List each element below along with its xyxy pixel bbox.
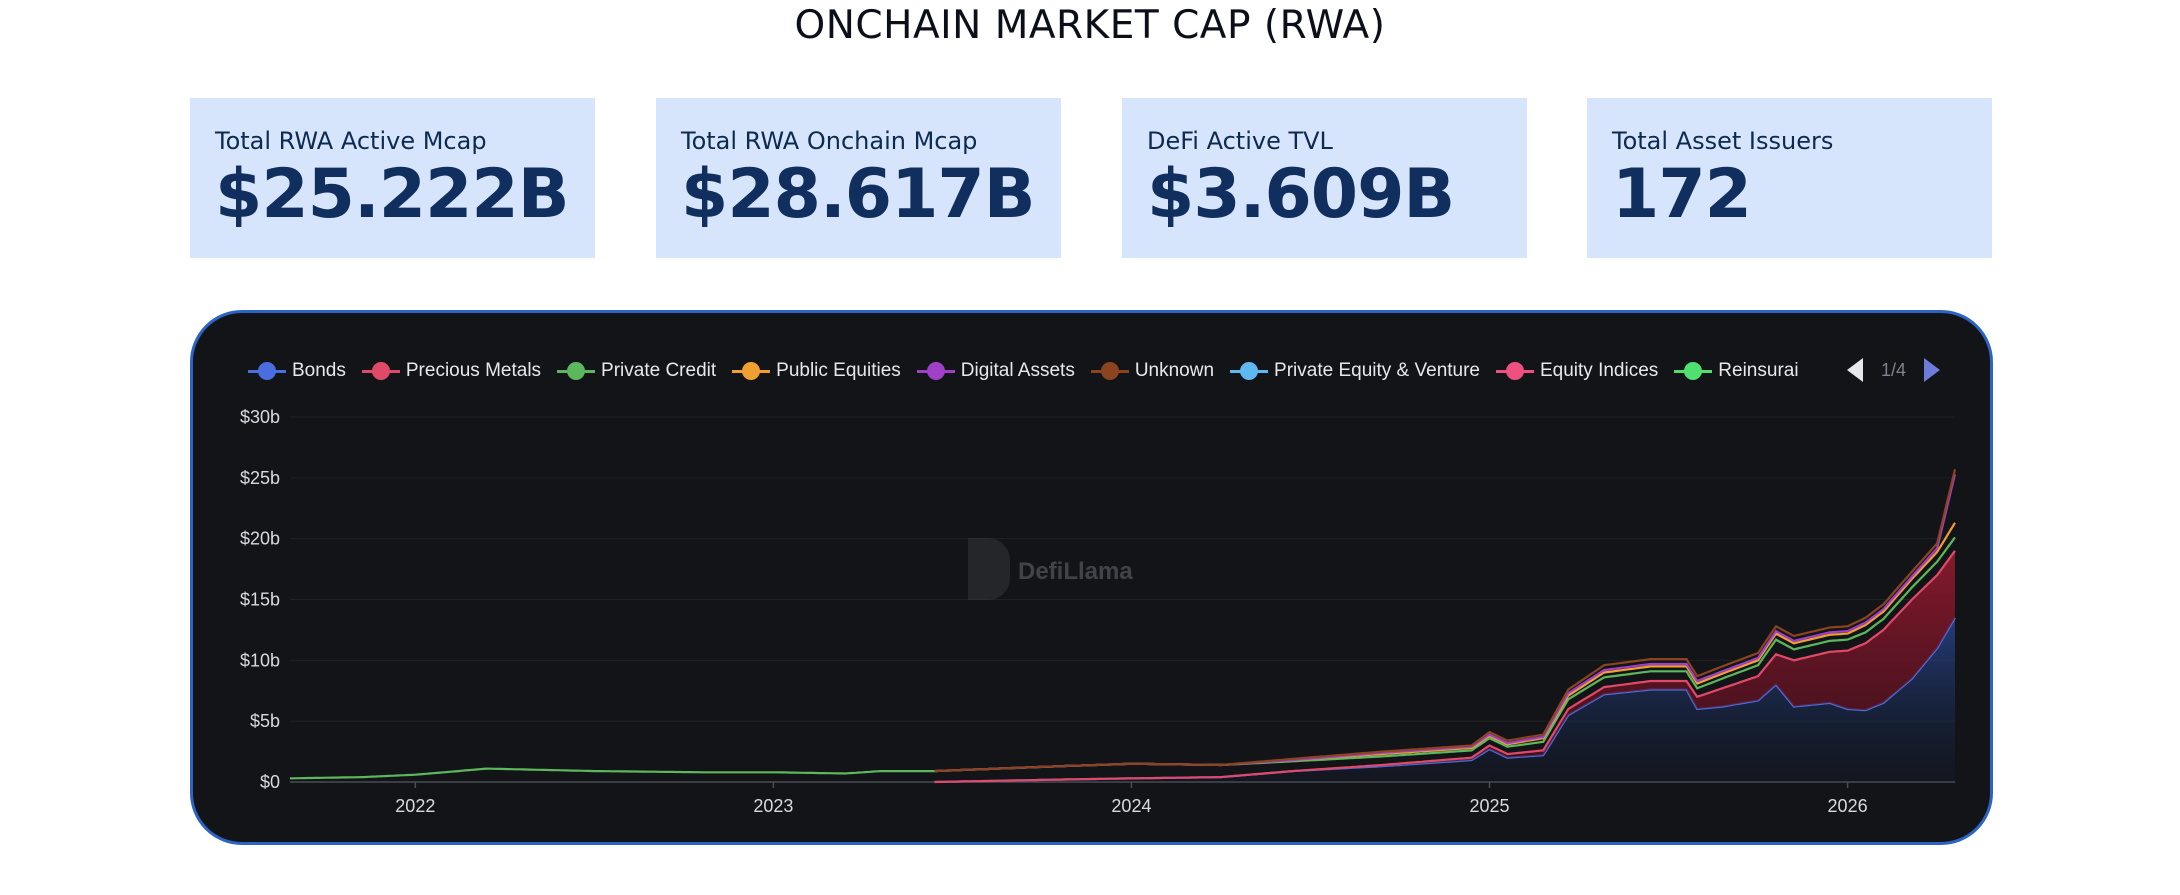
legend-page-indicator: 1/4	[1880, 359, 1906, 380]
stat-card-active-mcap: Total RWA Active Mcap $25.222B	[190, 98, 595, 258]
legend-prev-icon[interactable]	[1846, 358, 1863, 382]
stat-card-onchain-mcap: Total RWA Onchain Mcap $28.617B	[656, 98, 1061, 258]
legend-swatch-icon	[1496, 361, 1534, 381]
legend-swatch-icon	[1230, 361, 1269, 381]
line-unknown	[934, 469, 1957, 773]
line-precious-metals	[934, 550, 1956, 784]
stat-card-asset-issuers: Total Asset Issuers 172	[1587, 98, 1992, 258]
x-tick-label: 2026	[1828, 796, 1868, 816]
legend-item[interactable]: Public Equities	[732, 360, 901, 382]
legend-label: Reinsurai	[1718, 360, 1799, 381]
legend-swatch-icon	[1674, 361, 1713, 381]
y-tick-label: $15b	[240, 590, 280, 610]
legend-label: Bonds	[292, 360, 346, 381]
stat-value: 172	[1612, 155, 1752, 234]
chart-legend: Bonds Precious Metals Private Credit Public…	[248, 356, 1888, 386]
legend-swatch-icon	[732, 361, 771, 381]
rwa-mcap-chart: $0 $5b $10b $15b $20b $25b $30b 2022 2023 2024 202…	[240, 407, 1957, 816]
legend-label: Digital Assets	[960, 360, 1075, 381]
stat-label: Total RWA Onchain Mcap	[681, 127, 978, 155]
legend-item[interactable]: Digital Assets	[916, 360, 1075, 382]
y-tick-label: $30b	[240, 407, 280, 427]
legend-item[interactable]: Equity Indices	[1496, 360, 1658, 382]
legend-swatch-icon	[248, 361, 286, 381]
legend-item[interactable]: Bonds	[248, 360, 346, 382]
stat-value: $3.609B	[1147, 155, 1455, 234]
legend-item[interactable]: Private Equity & Venture	[1230, 360, 1480, 382]
legend-item[interactable]: Reinsurai	[1674, 360, 1799, 382]
legend-swatch-icon	[916, 361, 955, 381]
legend-swatch-icon	[361, 361, 400, 381]
legend-item[interactable]: Precious Metals	[361, 360, 542, 382]
x-tick-label: 2025	[1469, 796, 1509, 816]
llama-logo-icon	[968, 538, 1010, 600]
y-tick-label: $0	[260, 772, 280, 792]
stat-label: Total Asset Issuers	[1612, 127, 1834, 155]
legend-label: Private Equity & Venture	[1274, 360, 1480, 381]
y-tick-label: $25b	[240, 468, 280, 488]
stat-label: DeFi Active TVL	[1147, 127, 1333, 155]
y-tick-label: $10b	[240, 650, 280, 670]
y-tick-label: $20b	[240, 529, 280, 549]
chart-panel: $0 $5b $10b $15b $20b $25b $30b 2022 2023 2024 202…	[190, 310, 1993, 845]
legend-label: Precious Metals	[405, 360, 542, 381]
watermark-text: DefiLlama	[1018, 558, 1133, 585]
stat-value: $25.222B	[215, 155, 570, 234]
stat-card-defi-tvl: DeFi Active TVL $3.609B	[1122, 98, 1527, 258]
stat-label: Total RWA Active Mcap	[215, 127, 487, 155]
x-tick-label: 2023	[753, 796, 793, 816]
legend-pager: 1/4	[1846, 358, 1940, 382]
page-title: ONCHAIN MARKET CAP (RWA)	[794, 3, 1386, 48]
legend-label: Unknown	[1134, 360, 1215, 381]
legend-next-icon[interactable]	[1924, 358, 1940, 382]
y-tick-label: $5b	[250, 711, 280, 731]
legend-label: Equity Indices	[1540, 360, 1659, 381]
legend-item[interactable]: Private Credit	[557, 360, 716, 382]
legend-item[interactable]: Unknown	[1090, 360, 1215, 382]
legend-label: Public Equities	[776, 360, 901, 381]
x-tick-label: 2022	[395, 796, 435, 816]
legend-swatch-icon	[1090, 361, 1129, 381]
legend-swatch-icon	[557, 361, 596, 381]
area-bonds	[934, 617, 1955, 782]
legend-label: Private Credit	[601, 360, 717, 381]
defillama-watermark: DefiLlama	[968, 538, 1133, 600]
x-tick-label: 2024	[1111, 796, 1151, 816]
stat-value: $28.617B	[681, 155, 1036, 234]
